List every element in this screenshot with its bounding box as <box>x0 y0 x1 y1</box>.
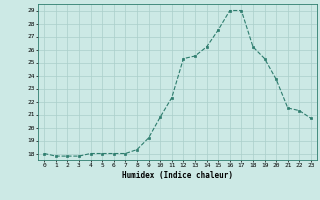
X-axis label: Humidex (Indice chaleur): Humidex (Indice chaleur) <box>122 171 233 180</box>
